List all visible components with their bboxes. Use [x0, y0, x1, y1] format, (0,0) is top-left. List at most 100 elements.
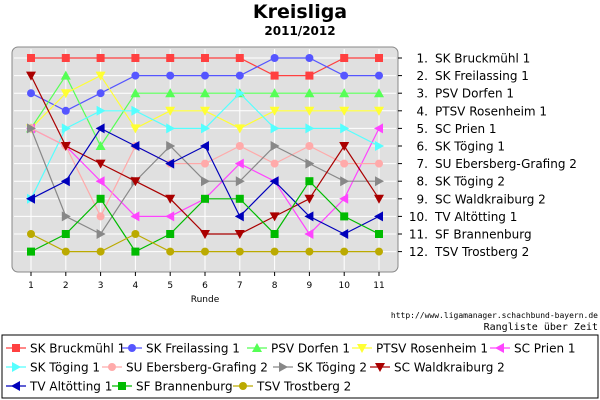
data-point — [235, 194, 244, 203]
rank-label: 3. PSV Dorfen 1 — [417, 87, 515, 101]
data-point — [165, 158, 175, 169]
legend-marker — [11, 381, 20, 391]
rank-label: 8. SK Töging 2 — [417, 175, 505, 189]
series-su-ebersberg-grafing-2 — [27, 124, 383, 221]
data-point — [305, 71, 314, 80]
rank-label: 9. SC Waldkraiburg 2 — [417, 192, 546, 206]
data-point — [61, 247, 70, 256]
data-point — [305, 54, 314, 62]
x-tick-label: 11 — [373, 281, 384, 291]
series-sk-t-ging-1 — [27, 88, 384, 204]
legend-item-psv-dorfen-1: PSV Dorfen 1 — [247, 342, 350, 356]
data-point — [375, 247, 383, 256]
legend-item-tv-alt-tting-1: TV Altötting 1 — [6, 380, 112, 394]
data-point — [234, 158, 244, 169]
data-point — [374, 211, 383, 222]
data-point — [305, 142, 314, 150]
data-point — [131, 105, 141, 116]
legend-marker — [108, 363, 116, 371]
data-point — [270, 141, 280, 151]
data-point — [270, 247, 279, 256]
legend-item-sk-t-ging-1: SK Töging 1 — [6, 361, 100, 375]
data-point — [166, 71, 175, 80]
data-point — [340, 212, 349, 221]
x-tick-label: 5 — [167, 281, 173, 291]
data-point — [166, 54, 175, 62]
rank-label: 4. PTSV Rosenheim 1 — [417, 104, 548, 118]
data-point — [166, 123, 176, 134]
data-point — [95, 176, 105, 187]
legend-label: SK Bruckmühl 1 — [30, 342, 125, 356]
data-point — [95, 71, 106, 81]
data-point — [61, 54, 70, 62]
data-point — [270, 230, 279, 238]
data-point — [375, 141, 384, 151]
data-point — [95, 123, 105, 134]
data-point — [270, 54, 279, 62]
legend-label: PTSV Rosenheim 1 — [376, 342, 488, 356]
data-point — [270, 71, 279, 80]
data-point — [201, 123, 210, 134]
series-sc-waldkraiburg-2 — [26, 71, 384, 239]
data-point — [340, 247, 349, 256]
x-tick-label: 1 — [28, 281, 34, 291]
data-point — [201, 159, 209, 168]
rank-label: 7. SU Ebersberg-Grafing 2 — [417, 157, 577, 171]
legend-marker — [495, 343, 504, 353]
data-point — [96, 54, 105, 62]
legend-marker — [279, 362, 288, 372]
legend-marker — [239, 382, 247, 390]
data-point — [270, 159, 279, 168]
data-point — [26, 193, 35, 204]
rank-label: 11. SF Brannenburg — [409, 228, 532, 242]
data-point — [95, 159, 106, 169]
x-tick-label: 3 — [98, 281, 104, 291]
data-point — [305, 158, 315, 169]
rank-label: 2. SK Freilassing 1 — [417, 69, 529, 83]
data-point — [27, 247, 35, 256]
data-point — [304, 211, 314, 222]
series-ptsv-rosenheim-1 — [26, 71, 384, 134]
data-point — [269, 176, 279, 187]
series-sf-brannenburg — [27, 177, 383, 256]
source-url: http://www.ligamanager.schachbund-bayern… — [390, 311, 598, 320]
x-tick-label: 8 — [272, 281, 278, 291]
x-tick-label: 2 — [63, 281, 69, 291]
data-point — [340, 176, 350, 187]
data-point — [304, 106, 315, 116]
data-point — [200, 230, 210, 239]
legend-item-sc-prien-1: SC Prien 1 — [490, 342, 576, 356]
data-point — [235, 71, 244, 80]
legend-label: SF Brannenburg — [136, 380, 233, 394]
data-point — [305, 123, 315, 134]
data-point — [131, 71, 140, 80]
data-point — [26, 71, 36, 81]
legend-label: SU Ebersberg-Grafing 2 — [126, 361, 268, 375]
data-point — [304, 229, 314, 239]
legend-label: SK Freilassing 1 — [146, 342, 240, 356]
data-point — [165, 194, 176, 204]
data-point — [201, 194, 209, 203]
data-point — [165, 106, 176, 116]
rank-label: 12. TSV Trostberg 2 — [409, 245, 529, 259]
data-point — [375, 176, 384, 187]
rank-label: 5. SC Prien 1 — [417, 122, 497, 136]
data-point — [305, 177, 314, 186]
legend-marker — [357, 344, 367, 353]
data-point — [269, 106, 280, 116]
rank-label: 10. TV Altötting 1 — [409, 210, 517, 224]
data-point — [165, 88, 176, 98]
rank-label: 1. SK Bruckmühl 1 — [417, 52, 531, 66]
data-point — [375, 230, 383, 238]
data-point — [61, 123, 71, 134]
chart-subtitle: 2011/2012 — [264, 24, 336, 38]
data-point — [60, 70, 71, 80]
data-point — [96, 247, 105, 256]
legend-marker — [12, 344, 20, 352]
data-point — [166, 141, 176, 151]
data-point — [27, 89, 35, 98]
data-point — [374, 106, 384, 116]
data-point — [235, 54, 244, 62]
data-point — [304, 194, 315, 204]
